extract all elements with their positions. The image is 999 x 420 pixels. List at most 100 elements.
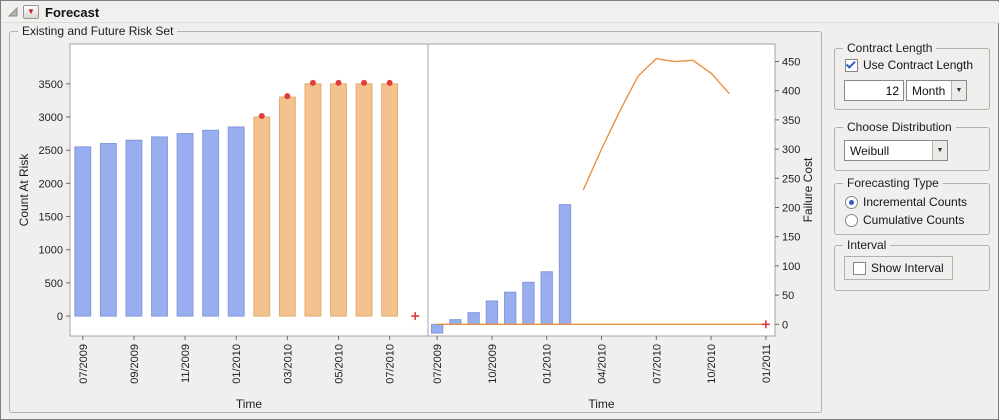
show-interval-box: Show Interval [844,256,953,280]
forecast-point[interactable] [284,93,291,100]
x-axis-label: Time [236,397,263,411]
contract-length-groupbox: Contract Length Use Contract Length Mont… [834,41,990,110]
y-tick-label: 50 [782,290,794,302]
incremental-counts-row: Incremental Counts [845,195,967,209]
interval-groupbox: Interval Show Interval [834,238,990,291]
forecast-end-marker[interactable] [411,312,420,321]
bar[interactable] [485,300,499,325]
bar[interactable] [558,204,572,325]
x-tick-label: 01/2011 [761,344,773,383]
bar[interactable] [540,271,553,325]
contract-length-value-row: Month ▼ [844,80,967,101]
forecast-point[interactable] [309,79,316,86]
x-axis-label: Time [588,397,615,411]
bar[interactable] [355,83,373,317]
bar[interactable] [151,136,168,317]
y-tick-label: 250 [782,173,800,185]
y-tick-label: 2000 [39,178,63,190]
plot-frame [427,43,776,337]
use-contract-length-label[interactable]: Use Contract Length [863,58,974,72]
y-axis-label: Failure Cost [801,157,815,222]
y-tick-label: 350 [782,115,800,127]
bar[interactable] [202,129,220,317]
observed-count-at-risk[interactable] [74,126,245,317]
distribution-selected-value: Weibull [850,143,890,158]
cumulative-counts-label[interactable]: Cumulative Counts [863,213,965,227]
risk-set-title: Existing and Future Risk Set [18,24,178,38]
contract-length-title: Contract Length [843,41,937,55]
cumulative-counts-radio[interactable] [845,213,858,227]
bar[interactable] [504,291,517,325]
show-interval-label[interactable]: Show Interval [871,261,944,275]
red-triangle-menu-button[interactable]: ▼ [23,5,39,19]
count-at-risk-chart[interactable]: 0 500 1000 1500 2000 2500 3000 3500 07/2009 09/20… [17,43,429,411]
bar[interactable] [253,116,271,317]
series-line [582,57,730,191]
contract-length-unit-combo[interactable]: Month ▼ [906,80,967,101]
forecast-point[interactable] [335,79,342,86]
x-tick-label: 10/2010 [706,344,718,384]
y-tick-label: 200 [782,203,800,215]
bar[interactable] [278,96,296,317]
x-tick-label: 07/2010 [651,344,663,384]
use-contract-length-row: Use Contract Length [845,58,973,72]
bar[interactable] [74,146,92,317]
distribution-groupbox: Choose Distribution Weibull ▼ [834,120,990,171]
x-tick-label: 07/2009 [432,344,444,384]
contract-length-input[interactable] [844,80,904,101]
plot-frame [69,43,429,337]
y-tick-label: 400 [782,86,800,98]
bar[interactable] [176,133,194,317]
x-tick-label: 11/2009 [180,344,192,383]
bar[interactable] [522,281,535,325]
forecasting-type-groupbox: Forecasting Type Incremental Counts Cumu… [834,176,990,235]
y-tick-label: 150 [782,232,800,244]
bar[interactable] [467,312,480,325]
interval-title: Interval [843,238,891,252]
x-tick-label: 07/2010 [385,344,397,384]
bar[interactable] [381,83,399,317]
bar[interactable] [125,139,143,317]
y-tick-label: 300 [782,144,800,156]
distribution-row: Weibull ▼ [844,140,948,161]
forecast-count-at-risk[interactable] [253,79,399,317]
x-tick-label: 04/2010 [597,344,609,384]
bar[interactable] [430,323,444,334]
incremental-counts-radio[interactable] [845,195,858,209]
show-interval-checkbox[interactable] [853,261,866,275]
distribution-combo[interactable]: Weibull ▼ [844,140,948,161]
caret-shape [7,6,18,17]
bar[interactable] [99,143,117,317]
x-tick-label: 10/2009 [487,344,499,384]
chevron-down-icon: ▼ [932,141,947,160]
x-tick-label: 09/2009 [129,344,141,384]
y-tick-label: 1000 [39,245,63,257]
chevron-down-icon: ▼ [951,81,966,100]
forecast-point[interactable] [258,113,265,119]
outline-collapse-icon[interactable] [7,6,19,18]
x-tick-label: 01/2010 [231,344,243,384]
y-tick-label: 0 [57,311,63,323]
forecast-failure-cost-curve [582,57,730,191]
outline-title-bar: ▼ Forecast [2,2,999,23]
forecasting-type-title: Forecasting Type [843,176,943,190]
x-tick-label: 05/2010 [334,344,346,384]
bar[interactable] [330,83,347,317]
red-triangle-icon: ▼ [27,7,35,16]
distribution-title: Choose Distribution [843,120,956,134]
page-title: Forecast [45,4,100,20]
use-contract-length-checkbox[interactable] [845,58,858,72]
y-axis-label: Count At Risk [17,153,31,227]
forecast-point[interactable] [361,79,368,86]
bar[interactable] [227,126,245,317]
failure-cost-chart[interactable]: 0 50 100 150 200 250 300 350 400 450 07/2009 10/200… [427,43,815,411]
incremental-counts-label[interactable]: Incremental Counts [863,195,968,209]
forecast-point[interactable] [386,79,393,86]
bar[interactable] [449,319,462,325]
y-tick-label: 0 [782,319,788,331]
x-tick-label: 01/2010 [542,344,554,384]
forecast-end-marker[interactable] [761,320,770,329]
bar[interactable] [304,83,322,317]
